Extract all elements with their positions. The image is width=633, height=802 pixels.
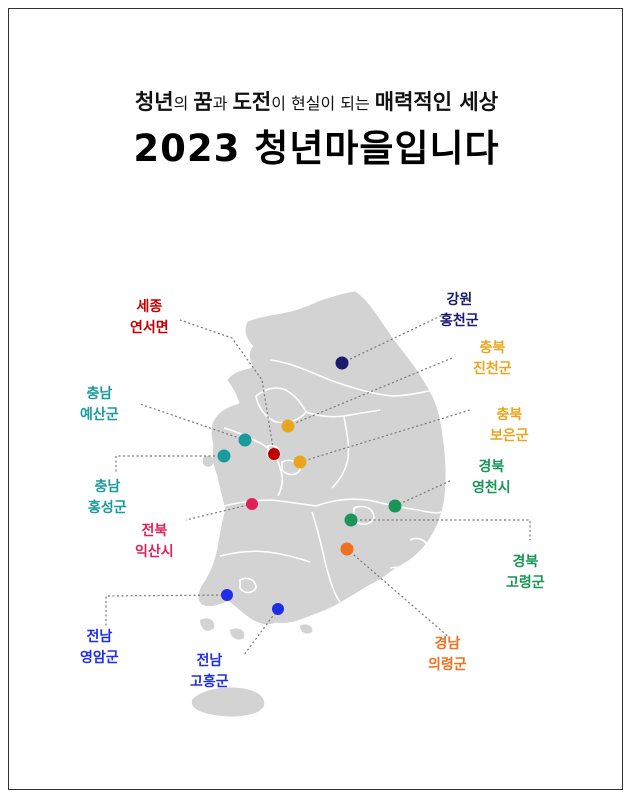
leader-line-hongseong [115, 455, 224, 474]
label-region: 경북 [512, 554, 539, 570]
marker-gangwon-hongcheon [335, 356, 349, 370]
label-region: 강원 [446, 292, 473, 308]
label-jeonnam-yeongam: 전남 영암군 [80, 627, 119, 669]
label-county: 홍천군 [440, 313, 479, 329]
subtitle-part: 과 [212, 94, 233, 113]
label-jeonnam-goheung: 전남 고흥군 [190, 651, 229, 693]
label-county: 보은군 [490, 428, 529, 444]
label-chungnam-yesan: 충남 예산군 [80, 384, 119, 426]
southwest-island [200, 618, 215, 631]
label-region: 전남 [196, 653, 223, 669]
label-gyeongbuk-yeongcheon: 경북 영천시 [472, 457, 511, 499]
label-region: 경남 [434, 636, 461, 652]
label-region: 전북 [141, 523, 168, 539]
marker-chungnam-yesan [238, 433, 252, 447]
leader-line-yesan [139, 403, 246, 441]
subtitle-part: 의 [173, 94, 194, 113]
marker-jeonnam-goheung [272, 603, 284, 615]
subtitle: 청년의 꿈과 도전이 현실이 되는 매력적인 세상 [0, 86, 633, 116]
label-county: 익산시 [135, 544, 174, 560]
south-island [230, 628, 245, 640]
marker-jeonnam-yeongam [221, 589, 233, 601]
border-busan [389, 566, 411, 577]
marker-chungbuk-boeun [293, 455, 307, 469]
leader-line-gangwon [341, 312, 448, 364]
border-chungbuk-east [331, 415, 350, 489]
border-gwangju [239, 577, 257, 594]
leader-line-goheung [243, 608, 279, 656]
label-region: 충남 [94, 479, 121, 495]
south-island-2 [300, 624, 313, 634]
label-region: 전남 [86, 629, 113, 645]
west-island [203, 455, 214, 467]
label-region: 충북 [479, 340, 506, 356]
label-county: 진천군 [473, 361, 512, 377]
marker-chungbuk-jincheon [281, 419, 295, 433]
label-region: 충남 [86, 386, 113, 402]
border-jeonbuk [223, 499, 317, 507]
label-jeonbuk-iksan: 전북 익산시 [135, 521, 174, 563]
border-jeonnam [219, 550, 311, 563]
leader-line-yeongam [105, 594, 228, 626]
page-title: 2023 청년마을입니다 [133, 127, 500, 170]
label-chungbuk-boeun: 충북 보은군 [490, 405, 529, 447]
village-markers [217, 356, 402, 615]
label-region: 경북 [478, 459, 505, 475]
label-region: 세종 [136, 299, 163, 315]
label-gangwon-hongcheon: 강원 홍천군 [440, 290, 479, 332]
leader-line-yeongcheon [394, 479, 453, 507]
label-county: 영천시 [472, 480, 511, 496]
marker-gyeongbuk-goryeong [344, 513, 358, 527]
subtitle-attractive-world: 매력적인 세상 [374, 90, 499, 114]
subtitle-part: 이 현실이 되는 [271, 94, 375, 113]
marker-chungnam-hongseong [217, 449, 231, 463]
label-county: 홍성군 [88, 500, 127, 516]
subtitle-youth: 청년 [134, 90, 174, 114]
border-daegu [353, 505, 375, 526]
label-county: 의령군 [428, 657, 467, 673]
label-county: 고흥군 [190, 674, 229, 690]
marker-gyeongbuk-yeongcheon [388, 499, 402, 513]
label-gyeongbuk-goryeong: 경북 고령군 [506, 552, 545, 594]
label-sejong-yeonseo: 세종 연서면 [130, 297, 169, 339]
leader-lines [105, 312, 531, 656]
leader-line-sejong [179, 319, 275, 455]
marker-gyeongnam-uiryeong [340, 542, 354, 556]
label-county: 예산군 [80, 407, 119, 423]
leader-line-uiryeong [346, 548, 451, 639]
label-county: 영암군 [80, 650, 119, 666]
label-chungbuk-jincheon: 충북 진천군 [473, 338, 512, 380]
subtitle-dream: 꿈 [193, 90, 213, 114]
label-county: 고령군 [506, 575, 545, 591]
page-frame [8, 8, 623, 790]
border-daejeon [281, 459, 301, 476]
border-ulsan [409, 537, 429, 551]
label-gyeongnam-uiryeong: 경남 의령군 [428, 634, 467, 676]
label-county: 연서면 [130, 320, 169, 336]
label-chungnam-hongseong: 충남 홍성군 [88, 477, 127, 519]
marker-jeonbuk-iksan [246, 498, 258, 510]
border-gyeongnam [311, 511, 341, 603]
marker-sejong-yeonseo [268, 448, 280, 460]
border-gangwon [269, 359, 435, 397]
subtitle-challenge: 도전 [232, 90, 272, 114]
leader-line-goryeong [351, 519, 531, 540]
jeju-island [191, 687, 265, 717]
label-region: 충북 [496, 407, 523, 423]
